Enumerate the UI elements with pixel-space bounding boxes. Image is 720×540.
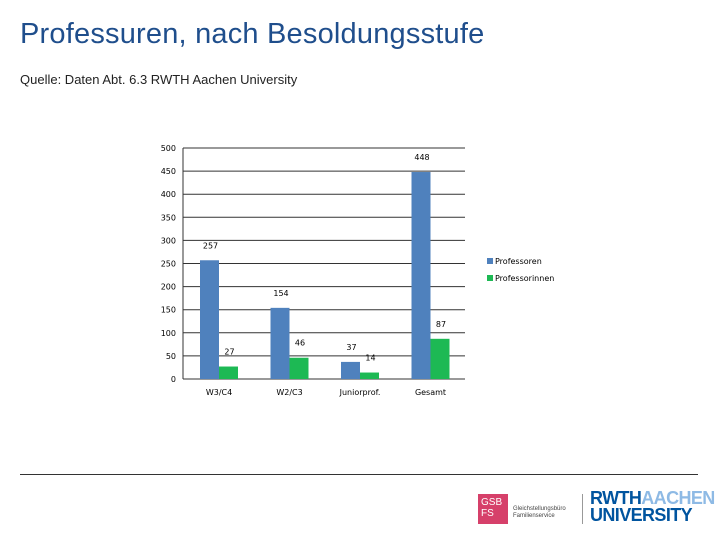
data-label: 14	[365, 354, 375, 363]
bar-professoren-2	[341, 361, 360, 379]
y-tick-label: 50	[166, 352, 176, 361]
data-label: 257	[203, 241, 218, 250]
gsb-logo-abbr-top: GSB	[481, 497, 503, 508]
bar-professoren-3	[411, 172, 431, 379]
gsb-logo: GSB FS	[478, 494, 508, 524]
bar-chart: 0 50 100 150 200 250 300 350 400 450 500 257 27 154 4…	[161, 144, 555, 397]
bar-professorinnen-0	[219, 366, 238, 379]
bar-professorinnen-1	[289, 357, 309, 379]
gsb-logo-line1: Gleichstellungsbüro	[513, 506, 566, 512]
logo-separator	[582, 494, 583, 524]
y-tick-label: 200	[161, 283, 176, 292]
y-tick-label: 350	[161, 213, 176, 222]
y-tick-label: 250	[161, 260, 176, 269]
legend-swatch	[487, 258, 493, 264]
source-note: Quelle: Daten Abt. 6.3 RWTH Aachen Unive…	[20, 72, 298, 87]
data-labels: 257 27 154 46 37 14 448 87	[203, 153, 446, 363]
bar-professoren-1	[270, 307, 290, 379]
bar-professorinnen-3	[430, 338, 450, 379]
data-label: 87	[436, 320, 446, 329]
data-label: 154	[273, 289, 288, 298]
y-tick-label: 400	[161, 190, 176, 199]
legend-label: Professoren	[495, 257, 542, 266]
data-label: 448	[414, 153, 429, 162]
rwth-logo-part1: RWTH	[590, 488, 642, 508]
data-label: 27	[224, 348, 234, 357]
gsb-logo-abbr-bottom: FS	[481, 508, 494, 519]
data-label: 37	[346, 343, 356, 352]
page-title: Professuren, nach Besoldungsstufe	[20, 18, 485, 50]
y-tick-label: 500	[161, 144, 176, 153]
x-tick-label: Juniorprof.	[339, 388, 381, 397]
gsb-logo-line2: Familienservice	[513, 513, 555, 519]
rwth-logo-line2: UNIVERSITY	[590, 505, 693, 525]
legend: Professoren Professorinnen	[487, 257, 554, 283]
x-tick-label: W2/C3	[276, 388, 302, 397]
y-axis-ticks: 0 50 100 150 200 250 300 350 400 450 500	[161, 144, 176, 384]
x-tick-label: Gesamt	[415, 388, 446, 397]
y-tick-label: 100	[161, 329, 176, 338]
y-tick-label: 450	[161, 167, 176, 176]
x-tick-label: W3/C4	[206, 388, 232, 397]
legend-label: Professorinnen	[495, 274, 554, 283]
y-tick-label: 300	[161, 236, 176, 245]
bar-professorinnen-2	[360, 372, 379, 379]
x-axis-ticks: W3/C4 W2/C3 Juniorprof. Gesamt	[206, 388, 446, 397]
gsb-logo-text: Gleichstellungsbüro Familienservice	[513, 506, 566, 520]
footer-divider	[20, 474, 698, 475]
legend-swatch	[487, 275, 493, 281]
bar-professoren-0	[200, 260, 219, 379]
rwth-logo: RWTHAACHEN UNIVERSITY	[590, 488, 715, 525]
rwth-logo-part2: AACHEN	[641, 488, 715, 508]
y-tick-label: 150	[161, 306, 176, 315]
bars	[200, 172, 450, 379]
y-tick-label: 0	[171, 375, 176, 384]
data-label: 46	[295, 339, 305, 348]
